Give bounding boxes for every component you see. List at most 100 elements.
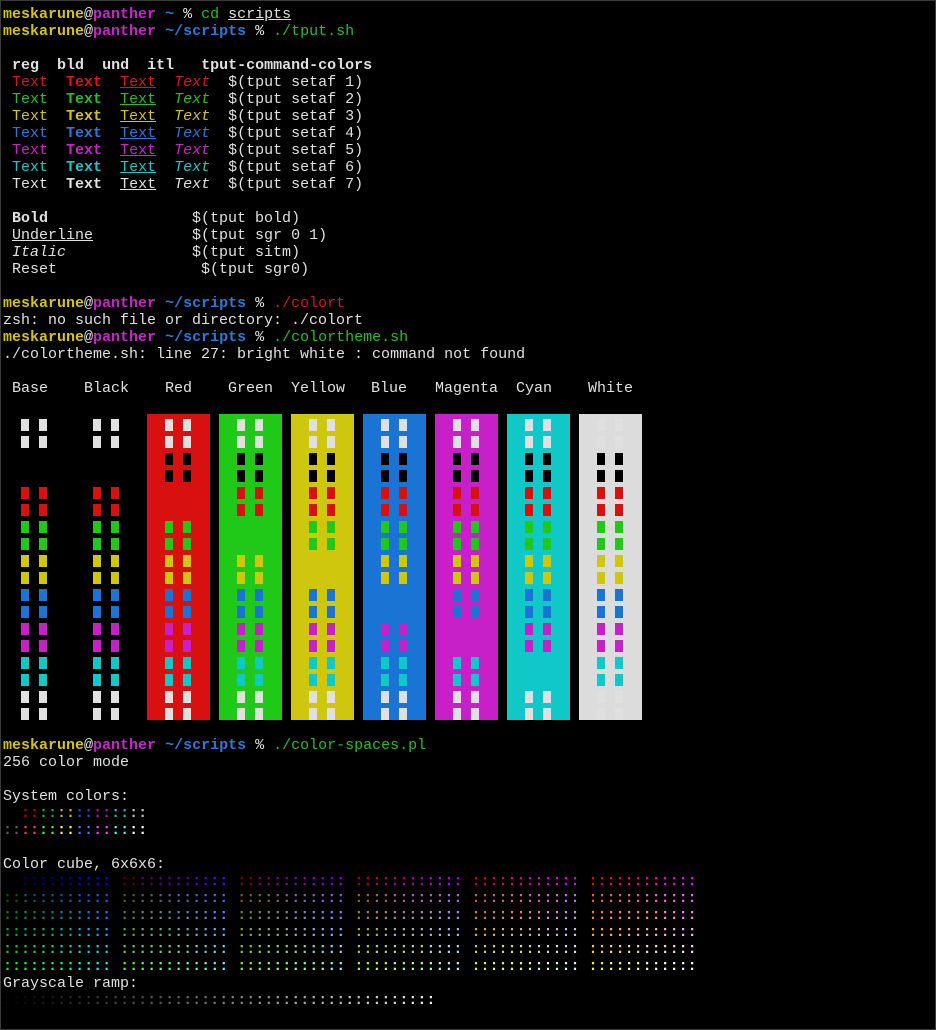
- theme-swatch: [543, 470, 551, 482]
- color-swatch: ::: [471, 924, 490, 941]
- theme-swatch: [471, 419, 479, 431]
- theme-swatch: [39, 504, 47, 516]
- theme-swatch: [111, 606, 119, 618]
- color-swatch: ::: [21, 924, 40, 941]
- theme-swatch: [309, 589, 317, 601]
- theme-column-panel: [363, 414, 426, 720]
- color-cube-row: :::::::::::: :::::::::::: :::::::::::: :…: [3, 873, 697, 890]
- color-swatch: ::: [57, 907, 76, 924]
- color-swatch: ::: [489, 958, 508, 975]
- theme-swatch: [471, 487, 479, 499]
- theme-swatch: [597, 572, 605, 584]
- theme-swatch: [165, 521, 173, 533]
- color-swatch: ::: [444, 907, 463, 924]
- theme-swatch: [615, 691, 623, 703]
- color-swatch: ::: [3, 805, 22, 822]
- theme-swatch: [471, 555, 479, 567]
- color-swatch: ::: [408, 890, 427, 907]
- color-swatch: ::: [642, 890, 661, 907]
- color-swatch: ::: [507, 924, 526, 941]
- color-swatch: ::: [138, 941, 157, 958]
- theme-swatch: [543, 691, 551, 703]
- theme-swatch: [111, 708, 119, 720]
- color-swatch: ::: [291, 924, 310, 941]
- theme-swatch: [381, 657, 389, 669]
- sample-underline: Text: [120, 91, 157, 108]
- theme-swatch: [453, 708, 461, 720]
- theme-swatch: [471, 521, 479, 533]
- theme-swatch: [183, 521, 191, 533]
- theme-column-label: Base: [12, 380, 49, 397]
- theme-swatch: [165, 623, 173, 635]
- theme-swatch: [381, 487, 389, 499]
- theme-swatch: [93, 640, 101, 652]
- color-swatch: ::: [192, 941, 211, 958]
- color-swatch: ::: [543, 958, 562, 975]
- theme-swatch: [615, 504, 623, 516]
- theme-swatch: [39, 657, 47, 669]
- color-swatch: ::: [39, 941, 58, 958]
- style-command: $(tput sitm): [192, 244, 301, 261]
- tput-row: Text Text Text Text $(tput setaf 1): [12, 74, 363, 91]
- color-swatch: ::: [390, 924, 409, 941]
- color-cube-row: :::::::::::: :::::::::::: :::::::::::: :…: [3, 907, 697, 924]
- theme-swatch: [399, 487, 407, 499]
- color-swatch: ::: [3, 958, 22, 975]
- color-swatch: ::: [39, 822, 58, 839]
- theme-swatch: [327, 623, 335, 635]
- color-swatch: ::: [309, 907, 328, 924]
- theme-swatch: [93, 657, 101, 669]
- theme-swatch: [183, 436, 191, 448]
- header-reg: reg: [12, 57, 40, 74]
- theme-swatch: [165, 470, 173, 482]
- color-swatch: ::: [642, 924, 661, 941]
- header-bld: bld: [57, 57, 85, 74]
- theme-swatch: [183, 419, 191, 431]
- theme-swatch: [93, 623, 101, 635]
- theme-swatch: [255, 691, 263, 703]
- theme-swatch: [21, 708, 29, 720]
- color-swatch: ::: [561, 890, 580, 907]
- theme-swatch: [453, 589, 461, 601]
- theme-swatch: [39, 691, 47, 703]
- theme-swatch: [165, 436, 173, 448]
- color-swatch: ::: [525, 924, 544, 941]
- theme-swatch: [183, 589, 191, 601]
- theme-swatch: [471, 572, 479, 584]
- color-swatch: ::: [156, 890, 175, 907]
- theme-swatch: [597, 657, 605, 669]
- theme-swatch: [615, 589, 623, 601]
- color-swatch: ::: [588, 890, 607, 907]
- theme-swatch: [327, 674, 335, 686]
- theme-swatch: [165, 606, 173, 618]
- color-swatch: ::: [237, 890, 256, 907]
- theme-swatch: [165, 589, 173, 601]
- theme-swatch: [381, 674, 389, 686]
- gray-swatch: ::: [309, 992, 328, 1009]
- theme-swatch: [183, 538, 191, 550]
- color-swatch: ::: [624, 924, 643, 941]
- color-swatch: ::: [489, 907, 508, 924]
- theme-swatch: [399, 436, 407, 448]
- color-swatch: ::: [3, 907, 22, 924]
- theme-swatch: [183, 555, 191, 567]
- theme-swatch: [543, 504, 551, 516]
- color-swatch: ::: [561, 907, 580, 924]
- theme-swatch: [165, 555, 173, 567]
- theme-swatch: [93, 487, 101, 499]
- color-swatch: ::: [606, 890, 625, 907]
- theme-swatch: [93, 572, 101, 584]
- theme-column-label: White: [588, 380, 634, 397]
- theme-swatch: [309, 521, 317, 533]
- theme-swatch: [327, 470, 335, 482]
- theme-swatch: [597, 691, 605, 703]
- theme-swatch: [183, 470, 191, 482]
- color-swatch: ::: [525, 958, 544, 975]
- theme-swatch: [399, 708, 407, 720]
- theme-swatch: [525, 623, 533, 635]
- color-swatch: ::: [390, 873, 409, 890]
- sample-underline: Text: [120, 108, 157, 125]
- color-swatch: ::: [588, 924, 607, 941]
- theme-swatch: [471, 538, 479, 550]
